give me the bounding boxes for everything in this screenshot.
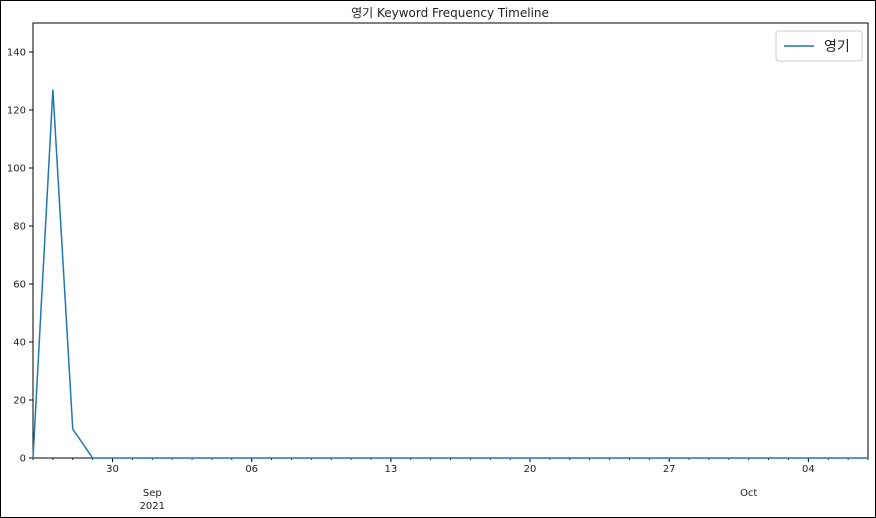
plot-area: 0 20 40 60 80 100 120 140 30 06 13 20 27 04 Sep 2021 Oct… — [7, 22, 869, 512]
y-tick-label: 140 — [7, 48, 26, 59]
legend-label: 영기 — [824, 39, 850, 55]
x-tick-label: 27 — [663, 464, 676, 475]
y-tick-label: 120 — [7, 106, 26, 117]
y-tick-label: 40 — [13, 338, 26, 349]
x-month-label: Sep — [143, 488, 162, 499]
x-tick-label: 04 — [802, 464, 815, 475]
axes-frame — [32, 22, 869, 459]
legend-box — [775, 30, 863, 62]
chart-title: 영기 Keyword Frequency Timeline — [351, 6, 549, 20]
y-tick-label: 80 — [13, 222, 26, 233]
x-tick-label: 20 — [524, 464, 537, 475]
x-year-label: 2021 — [140, 501, 165, 512]
y-tick-label: 0 — [20, 454, 26, 465]
series-line — [32, 89, 868, 459]
x-tick-label: 30 — [106, 464, 119, 475]
x-tick-label: 06 — [245, 464, 258, 475]
x-month-label: Oct — [740, 488, 757, 499]
x-tick-label: 13 — [384, 464, 397, 475]
y-tick-label: 100 — [7, 164, 26, 175]
y-tick-label: 60 — [13, 280, 26, 291]
y-tick-label: 20 — [13, 396, 26, 407]
